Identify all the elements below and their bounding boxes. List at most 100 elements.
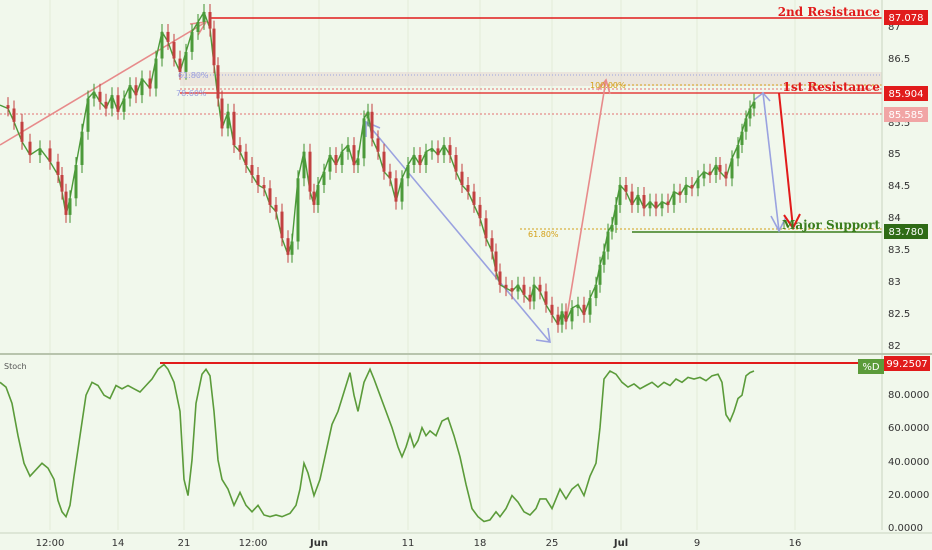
candle-body bbox=[588, 298, 592, 315]
candle-body bbox=[154, 58, 158, 89]
stoch-indicator-name: Stoch bbox=[4, 362, 27, 371]
candle-body bbox=[544, 291, 548, 305]
candle-body bbox=[748, 108, 752, 119]
candle-body bbox=[68, 198, 72, 215]
candle-body bbox=[666, 201, 670, 205]
candle-body bbox=[220, 98, 224, 129]
candle-body bbox=[28, 141, 32, 155]
candle-body bbox=[454, 155, 458, 172]
candle-body bbox=[370, 111, 374, 139]
candle-body bbox=[570, 308, 574, 322]
candle-body bbox=[718, 165, 722, 172]
svg-text:18: 18 bbox=[474, 538, 487, 549]
resistance-zone bbox=[180, 72, 882, 86]
candle-body bbox=[550, 304, 554, 315]
candle-body bbox=[382, 151, 386, 172]
candle-body bbox=[654, 201, 658, 209]
candle-body bbox=[302, 151, 306, 179]
candle-body bbox=[60, 175, 64, 192]
fib-label-618-support: 61.80% bbox=[528, 230, 559, 239]
candle-body bbox=[290, 241, 294, 255]
candle-body bbox=[6, 105, 10, 109]
candle-body bbox=[744, 118, 748, 132]
candle-body bbox=[436, 148, 440, 156]
candle-body bbox=[528, 294, 532, 302]
level-box-major-support: 83.780 bbox=[884, 224, 928, 239]
candle-body bbox=[250, 165, 254, 175]
svg-text:83.5: 83.5 bbox=[888, 245, 910, 256]
svg-text:83.780: 83.780 bbox=[889, 227, 924, 238]
candle-body bbox=[244, 151, 248, 165]
candle-body bbox=[516, 284, 520, 292]
candle-body bbox=[564, 311, 568, 322]
candle-body bbox=[122, 98, 126, 112]
candle-body bbox=[714, 165, 718, 175]
candle-body bbox=[556, 314, 560, 325]
candle-body bbox=[730, 158, 734, 179]
candle-body bbox=[582, 304, 586, 315]
candle-body bbox=[460, 171, 464, 185]
candle-body bbox=[256, 175, 260, 185]
price-candles bbox=[6, 4, 756, 333]
candle-body bbox=[394, 178, 398, 202]
stoch-level-box: 99.2507 bbox=[884, 356, 930, 371]
stoch-d-badge: %D bbox=[858, 359, 884, 374]
fib-label-100: 100.00% bbox=[590, 81, 626, 90]
candle-body bbox=[196, 22, 200, 32]
candle-body bbox=[406, 165, 410, 179]
candle-body bbox=[412, 155, 416, 165]
candle-body bbox=[280, 211, 284, 239]
candle-body bbox=[216, 65, 220, 99]
downtrend-arrow-lavender bbox=[365, 121, 551, 343]
candle-body bbox=[312, 191, 316, 205]
projection-down-lavender-arrow bbox=[762, 92, 780, 232]
svg-text:84: 84 bbox=[888, 213, 901, 224]
fib-label-618-upper: 61.80% bbox=[178, 71, 209, 80]
candle-body bbox=[696, 178, 700, 189]
candle-body bbox=[538, 284, 542, 292]
projection-down-red-arrow bbox=[778, 92, 794, 229]
candle-body bbox=[178, 58, 182, 72]
svg-text:83: 83 bbox=[888, 277, 901, 288]
candle-body bbox=[334, 155, 338, 165]
candle-body bbox=[504, 284, 508, 289]
svg-text:87.078: 87.078 bbox=[889, 13, 924, 24]
svg-text:21: 21 bbox=[178, 538, 191, 549]
candle-body bbox=[614, 204, 618, 225]
svg-text:82: 82 bbox=[888, 341, 901, 352]
candle-body bbox=[128, 85, 132, 99]
candle-body bbox=[274, 204, 278, 212]
candle-body bbox=[430, 148, 434, 152]
candle-body bbox=[442, 145, 446, 156]
candle-body bbox=[356, 158, 360, 166]
candle-body bbox=[724, 171, 728, 179]
candle-body bbox=[190, 31, 194, 52]
candle-body bbox=[92, 91, 96, 99]
candle-body bbox=[12, 108, 16, 122]
candle-body bbox=[522, 284, 526, 295]
candle-body bbox=[598, 264, 602, 285]
svg-text:Jul: Jul bbox=[613, 538, 628, 549]
candle-body bbox=[708, 171, 712, 175]
candle-body bbox=[466, 185, 470, 192]
svg-text:86.5: 86.5 bbox=[888, 54, 910, 65]
level-box-85585: 85.585 bbox=[884, 107, 928, 122]
candle-body bbox=[388, 171, 392, 179]
candle-body bbox=[148, 78, 152, 89]
candle-body bbox=[606, 231, 610, 252]
candle-body bbox=[740, 131, 744, 145]
stoch-series bbox=[0, 363, 755, 523]
candle-body bbox=[208, 12, 212, 29]
uptrend-arrow-left bbox=[0, 21, 207, 146]
candle-body bbox=[560, 311, 564, 325]
candle-body bbox=[702, 171, 706, 179]
svg-text:14: 14 bbox=[112, 538, 125, 549]
candle-body bbox=[184, 51, 188, 72]
candle-body bbox=[238, 145, 242, 152]
candle-body bbox=[212, 28, 216, 66]
candle-body bbox=[376, 138, 380, 152]
svg-text:85: 85 bbox=[888, 149, 901, 160]
svg-text:85.585: 85.585 bbox=[889, 110, 924, 121]
